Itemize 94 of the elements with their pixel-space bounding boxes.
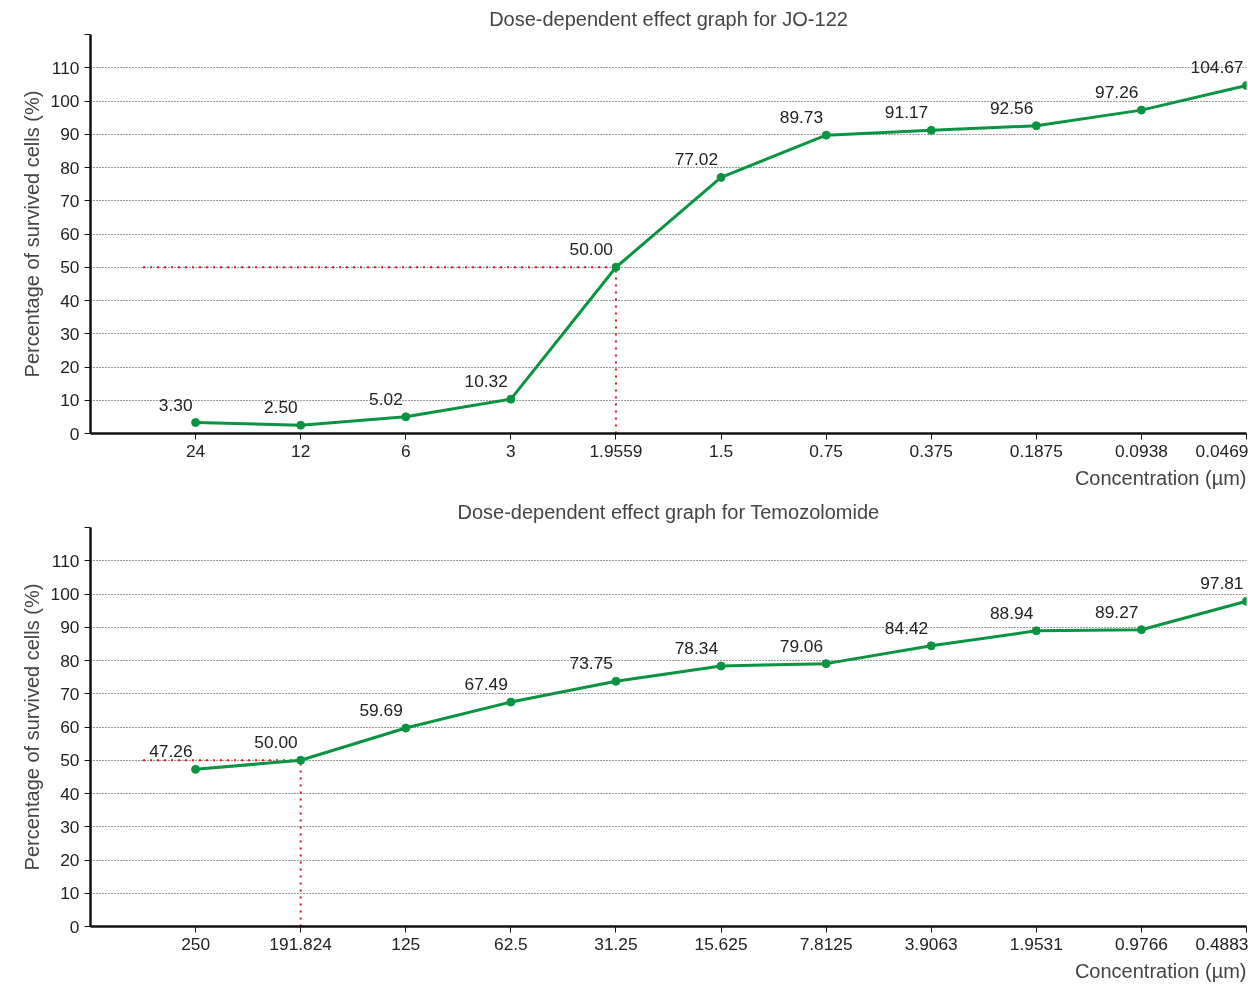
- y-tick-label: 110: [51, 550, 80, 571]
- x-tick-label: 0.0469: [1195, 440, 1248, 461]
- data-label: 89.73: [779, 107, 824, 128]
- x-tick-label: 24: [185, 440, 206, 461]
- data-label: 10.32: [464, 371, 508, 392]
- y-axis-title: Percentage of survived cells (%): [20, 583, 43, 871]
- x-tick-label: 7.8125: [799, 933, 853, 954]
- y-tick-label: 20: [60, 357, 80, 377]
- point: [296, 755, 306, 765]
- y-tick-label: 80: [60, 650, 80, 671]
- x-axis-title: Concentration (µm): [1074, 466, 1247, 489]
- data-label: 91.17: [884, 102, 929, 123]
- y-tick-label: 40: [60, 783, 80, 804]
- point: [1136, 625, 1146, 635]
- data-label: 104.67: [1190, 57, 1244, 78]
- y-tick-label: 100: [50, 584, 80, 604]
- y-tick-label: 80: [60, 157, 80, 178]
- y-axis-title: Percentage of survived cells (%): [20, 90, 43, 378]
- y-tick-label: 10: [60, 390, 80, 411]
- point: [611, 262, 621, 272]
- chart-title: Dose-dependent effect graph for Temozolomide: [457, 500, 880, 523]
- point: [296, 420, 306, 430]
- x-tick-label: 0.1875: [1009, 440, 1063, 461]
- x-tick-label: 0.375: [909, 440, 953, 461]
- data-label: 92.56: [989, 97, 1034, 118]
- y-tick-label: 50: [60, 257, 80, 278]
- data-label: 88.94: [989, 602, 1034, 623]
- y-tick-label: 10: [60, 883, 80, 904]
- x-tick-label: 1.9531: [1009, 933, 1063, 954]
- data-label: 89.27: [1095, 601, 1139, 622]
- data-label: 84.42: [884, 617, 929, 638]
- y-tick-label: 40: [60, 290, 80, 311]
- x-tick-label: 31.25: [594, 933, 638, 954]
- data-label: 2.50: [263, 397, 298, 418]
- point: [506, 394, 516, 404]
- data-label: 50.00: [254, 732, 298, 753]
- y-tick-label: 90: [60, 124, 80, 145]
- data-label: 5.02: [369, 388, 403, 409]
- y-tick-label: 70: [60, 190, 80, 211]
- x-tick-label: 125: [391, 933, 421, 954]
- data-label: 73.75: [569, 653, 613, 674]
- y-tick-label: 60: [60, 717, 80, 737]
- point: [821, 130, 831, 140]
- y-tick-label: 90: [60, 617, 80, 638]
- data-label: 97.81: [1200, 573, 1244, 594]
- y-tick-label: 70: [60, 683, 80, 704]
- point: [716, 172, 726, 182]
- y-tick-label: 0: [69, 423, 80, 444]
- x-tick-label: 3: [506, 440, 516, 461]
- x-tick-label: 1.9559: [589, 440, 643, 461]
- x-tick-label: 0.0938: [1114, 440, 1168, 461]
- y-tick-label: 110: [51, 57, 80, 78]
- point: [1031, 626, 1041, 636]
- x-tick-label: 62.5: [494, 933, 528, 954]
- point: [401, 723, 411, 733]
- chart-title: Dose-dependent effect graph for JO-122: [489, 7, 848, 30]
- data-label: 78.34: [674, 638, 719, 659]
- x-tick-label: 0.4883: [1195, 933, 1248, 954]
- data-label: 47.26: [149, 741, 193, 762]
- data-label: 77.02: [674, 149, 719, 170]
- data-label: 67.49: [464, 674, 508, 695]
- y-tick-label: 100: [50, 91, 80, 111]
- x-tick-label: 3.9063: [904, 933, 958, 954]
- point: [506, 697, 516, 707]
- y-tick-label: 0: [69, 916, 80, 937]
- point: [1136, 105, 1146, 115]
- x-tick-label: 191.824: [269, 933, 333, 954]
- data-label: 97.26: [1095, 82, 1139, 103]
- point: [1031, 121, 1041, 131]
- x-tick-label: 0.9766: [1114, 933, 1168, 954]
- point: [926, 641, 936, 651]
- x-axis-title: Concentration (µm): [1074, 959, 1247, 982]
- data-label: 3.30: [158, 394, 193, 415]
- data-label: 50.00: [569, 239, 613, 260]
- y-tick-label: 60: [60, 224, 80, 244]
- point: [926, 125, 936, 135]
- point: [191, 418, 201, 428]
- x-tick-label: 0.75: [809, 440, 844, 461]
- y-tick-label: 50: [60, 750, 80, 771]
- y-tick-label: 20: [60, 850, 80, 870]
- x-tick-label: 1.5: [709, 440, 734, 461]
- x-tick-label: 15.625: [694, 933, 748, 954]
- y-tick-label: 30: [60, 323, 80, 344]
- data-label: 79.06: [779, 635, 824, 656]
- x-tick-label: 250: [181, 933, 211, 954]
- y-tick-label: 30: [60, 816, 80, 837]
- data-label: 59.69: [359, 700, 403, 721]
- point: [191, 764, 201, 774]
- point: [716, 661, 726, 671]
- x-tick-label: 6: [400, 440, 411, 461]
- point: [821, 659, 831, 669]
- x-tick-label: 12: [291, 440, 311, 461]
- point: [401, 412, 411, 422]
- point: [611, 676, 621, 686]
